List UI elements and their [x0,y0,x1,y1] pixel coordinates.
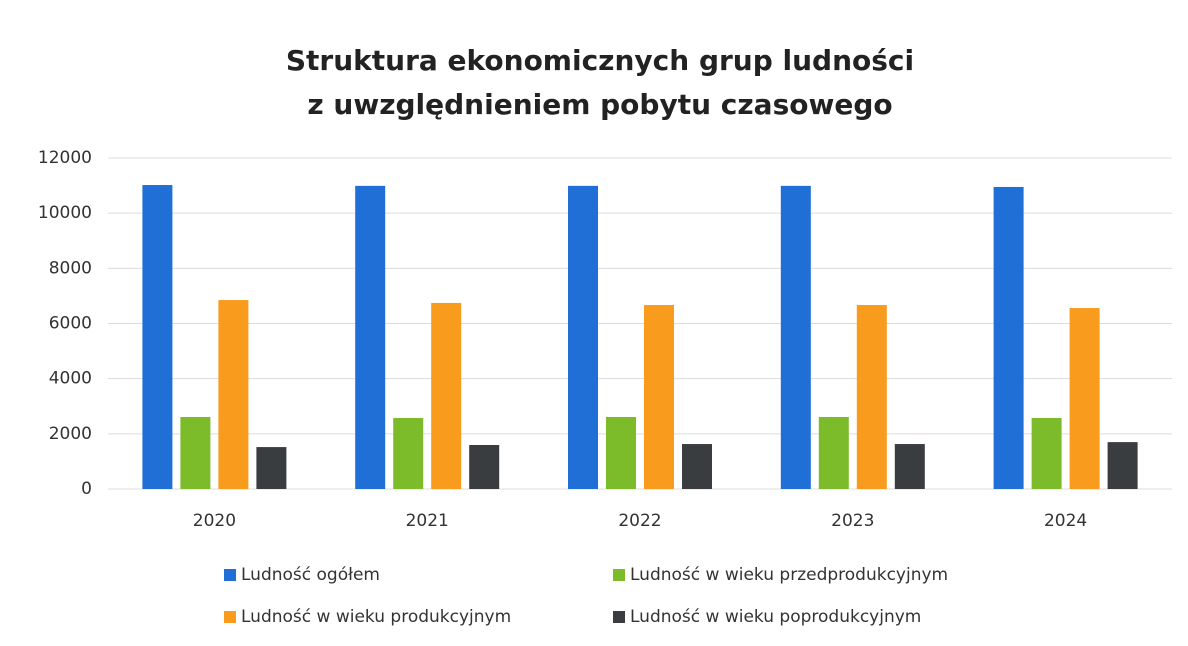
x-tick-label: 2022 [618,511,661,531]
x-tick-label: 2020 [193,511,236,531]
bar [1107,442,1138,489]
bar [469,445,500,489]
legend-label: Ludność w wieku poprodukcyjnym [630,607,921,627]
legend-label: Ludność ogółem [241,565,380,585]
bar [180,417,211,489]
bar [856,305,887,489]
y-tick-label: 12000 [38,148,92,168]
bar [256,447,287,489]
legend-swatch [613,569,625,581]
bar [993,186,1024,489]
y-tick-label: 2000 [49,424,92,444]
x-tick-label: 2024 [1044,511,1087,531]
legend-swatch [613,611,625,623]
bar [393,417,424,489]
legend-swatch [224,611,236,623]
y-tick-label: 4000 [49,369,92,389]
x-tick-label: 2021 [406,511,449,531]
legend-label: Ludność w wieku produkcyjnym [241,607,511,627]
bar [644,305,674,489]
bar [1069,308,1100,489]
y-tick-label: 10000 [38,203,92,223]
bar [682,444,712,489]
bar [142,185,173,489]
bar [218,300,249,489]
x-tick-label: 2023 [831,511,874,531]
chart-title: Struktura ekonomicznych grup ludności [286,44,914,77]
bar [780,185,811,489]
y-tick-label: 0 [81,479,92,499]
bar [818,417,849,489]
bar [606,417,636,489]
bar [355,185,386,489]
chart-title: z uwzględnieniem pobytu czasowego [307,88,892,121]
legend-swatch [224,569,236,581]
y-tick-label: 6000 [49,314,92,334]
bar [568,185,598,489]
bar [431,302,462,489]
bar [894,444,925,489]
legend-label: Ludność w wieku przedprodukcyjnym [630,565,948,585]
bar [1031,417,1062,489]
y-tick-label: 8000 [49,258,92,278]
